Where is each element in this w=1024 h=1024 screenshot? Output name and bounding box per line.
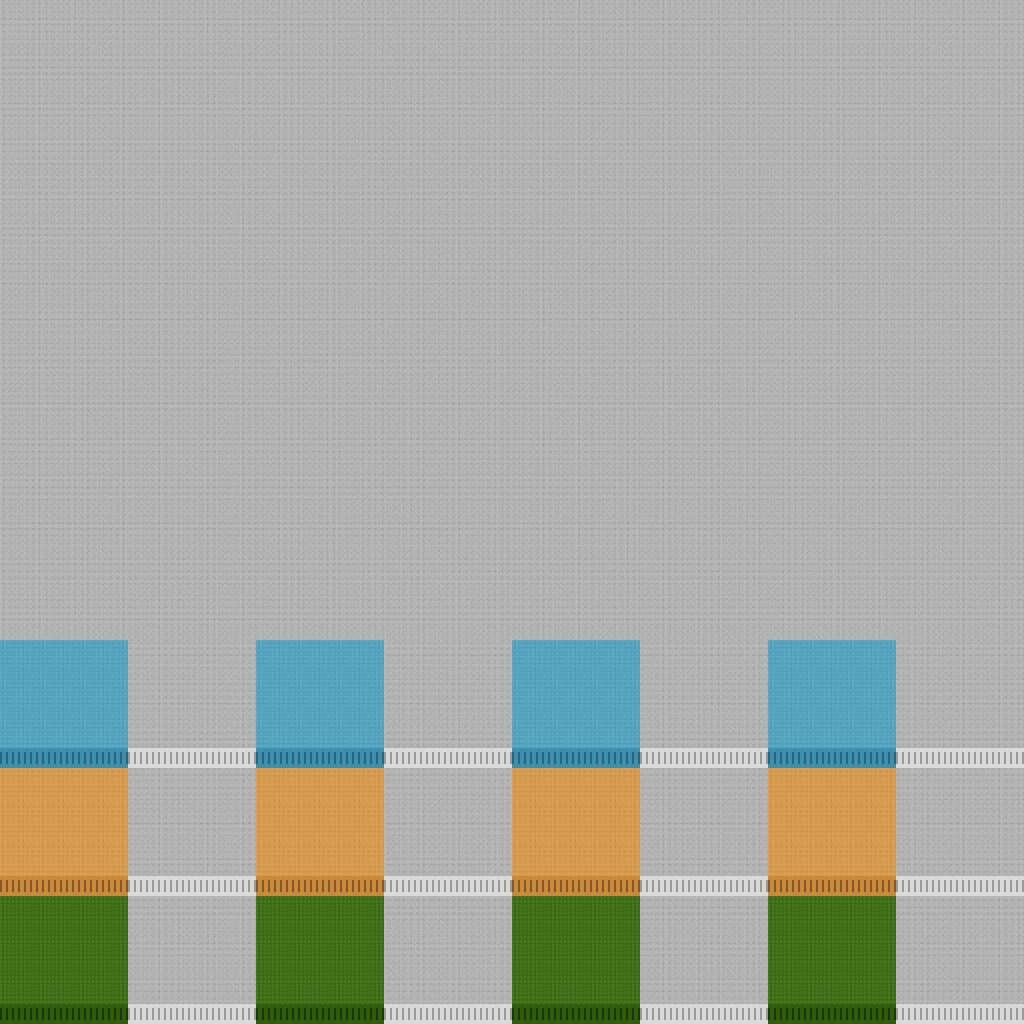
tile-edge-strip	[256, 876, 384, 896]
tile-fill	[640, 768, 768, 876]
tile-fill	[0, 768, 128, 876]
tile-row-blue	[0, 640, 1024, 768]
tile-edge-strip	[128, 876, 256, 896]
tile-fill	[384, 768, 512, 876]
tile-fill	[128, 896, 256, 1004]
tile-fill	[128, 640, 256, 748]
tile-fill	[896, 896, 1024, 1004]
tile-row-green	[0, 896, 1024, 1024]
tile-edge-strip	[256, 1004, 384, 1024]
tile	[768, 768, 896, 896]
tile	[256, 768, 384, 896]
tile	[768, 640, 896, 768]
tile-fill	[512, 768, 640, 876]
tile-edge-strip	[384, 1004, 512, 1024]
tile	[256, 640, 384, 768]
tile	[896, 896, 1024, 1024]
tile-edge-strip	[0, 1004, 128, 1024]
tile-grid	[0, 640, 1024, 1024]
tile	[896, 768, 1024, 896]
tile	[640, 896, 768, 1024]
tile	[384, 768, 512, 896]
tile	[512, 896, 640, 1024]
tile-edge-strip	[256, 748, 384, 768]
tile	[128, 640, 256, 768]
tile	[0, 640, 128, 768]
tile-fill	[768, 768, 896, 876]
tile-fill	[128, 768, 256, 876]
tile-fill	[256, 768, 384, 876]
tile-edge-strip	[128, 1004, 256, 1024]
tile-edge-strip	[640, 748, 768, 768]
tile-fill	[896, 640, 1024, 748]
tile	[896, 640, 1024, 768]
tile-fill	[256, 640, 384, 748]
tile-edge-strip	[0, 748, 128, 768]
tile-edge-strip	[384, 876, 512, 896]
tile-fill	[384, 640, 512, 748]
tile	[0, 896, 128, 1024]
tile	[128, 768, 256, 896]
tile-edge-strip	[512, 1004, 640, 1024]
tile-fill	[0, 896, 128, 1004]
tile-edge-strip	[0, 876, 128, 896]
tile	[0, 768, 128, 896]
tile-fill	[896, 768, 1024, 876]
tile-edge-strip	[896, 876, 1024, 896]
tile-fill	[512, 896, 640, 1004]
tile-fill	[512, 640, 640, 748]
tile	[640, 768, 768, 896]
tile-edge-strip	[384, 748, 512, 768]
tile-fill	[0, 640, 128, 748]
tile	[128, 896, 256, 1024]
tile-fill	[384, 896, 512, 1004]
tile-fill	[768, 896, 896, 1004]
tile-edge-strip	[768, 876, 896, 896]
tile-edge-strip	[128, 748, 256, 768]
tile-fill	[640, 896, 768, 1004]
tile	[256, 896, 384, 1024]
tile-edge-strip	[896, 748, 1024, 768]
tile-row-orange	[0, 768, 1024, 896]
tile	[640, 640, 768, 768]
tile-fill	[256, 896, 384, 1004]
tile-edge-strip	[640, 876, 768, 896]
tile-fill	[640, 640, 768, 748]
tile	[384, 640, 512, 768]
tile-edge-strip	[768, 748, 896, 768]
tile-edge-strip	[768, 1004, 896, 1024]
tile-edge-strip	[512, 876, 640, 896]
tile	[384, 896, 512, 1024]
tile-edge-strip	[640, 1004, 768, 1024]
tile	[512, 768, 640, 896]
tile	[768, 896, 896, 1024]
tile-fill	[768, 640, 896, 748]
tile	[512, 640, 640, 768]
tile-edge-strip	[896, 1004, 1024, 1024]
tile-edge-strip	[512, 748, 640, 768]
